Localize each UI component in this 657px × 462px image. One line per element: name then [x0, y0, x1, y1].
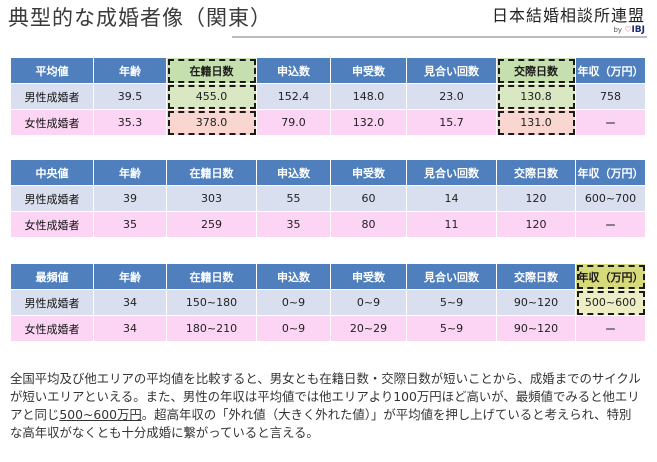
table-header-row: 平均値 年齢 在籍日数 申込数 申受数 見合い回数 交際日数 年収（万円）: [10, 57, 646, 84]
header-dating-days: 交際日数: [496, 263, 576, 290]
table-row: 女性成婚者 35 259 35 80 11 120 ー: [10, 211, 646, 238]
header-applications-received: 申受数: [330, 57, 407, 84]
header-enrolled-days: 在籍日数: [166, 263, 257, 290]
table-cell: 150~180: [166, 289, 257, 316]
table-cell: 120: [496, 211, 576, 238]
table-cell: 14: [406, 185, 497, 212]
row-label-male: 男性成婚者: [10, 289, 94, 316]
header-income: 年収（万円）: [575, 159, 646, 186]
table-cell: 152.4: [256, 83, 331, 110]
header-age: 年齢: [93, 263, 167, 290]
table-cell: 0~9: [256, 289, 331, 316]
table-cell: 34: [93, 315, 167, 342]
table-cell: 90~120: [496, 315, 576, 342]
header-meetings: 見合い回数: [406, 263, 497, 290]
table-cell: 15.7: [406, 109, 497, 136]
table-cell: 455.0: [166, 83, 257, 110]
heart-icon: ♡: [624, 25, 632, 34]
note-text: 。超高年収の「外れ値（大きく外れた値）」が平均値を押し上げていると考えられ、特別…: [10, 407, 632, 440]
table-label: 平均値: [10, 57, 94, 84]
table-cell: 600~700: [575, 185, 646, 212]
table-header-row: 中央値 年齢 在籍日数 申込数 申受数 見合い回数 交際日数 年収（万円）: [10, 159, 646, 186]
average-table: 平均値 年齢 在籍日数 申込数 申受数 見合い回数 交際日数 年収（万円） 男性…: [10, 57, 646, 136]
table-header-row: 最頻値 年齢 在籍日数 申込数 申受数 見合い回数 交際日数 年収（万円）: [10, 263, 646, 290]
table-cell: 35: [93, 211, 167, 238]
table-cell: 5~9: [406, 289, 497, 316]
header-meetings: 見合い回数: [406, 159, 497, 186]
table-cell: 34: [93, 289, 167, 316]
table-cell: 0~9: [256, 315, 331, 342]
table-cell: 79.0: [256, 109, 331, 136]
table-row: 男性成婚者 39.5 455.0 152.4 148.0 23.0 130.8 …: [10, 83, 646, 110]
title-divider: [232, 36, 647, 38]
table-cell: 120: [496, 185, 576, 212]
page-title: 典型的な成婚者像（関東）: [8, 6, 272, 30]
header-applications-received: 申受数: [330, 263, 407, 290]
row-label-male: 男性成婚者: [10, 185, 94, 212]
header-applications-sent: 申込数: [256, 263, 331, 290]
table-cell: 378.0: [166, 109, 257, 136]
table-cell: 0~9: [330, 289, 407, 316]
table-cell: 20~29: [330, 315, 407, 342]
header-applications-received: 申受数: [330, 159, 407, 186]
table-cell: 5~9: [406, 315, 497, 342]
header-dating-days: 交際日数: [496, 57, 576, 84]
header-dating-days: 交際日数: [496, 159, 576, 186]
header-age: 年齢: [93, 57, 167, 84]
mode-table: 最頻値 年齢 在籍日数 申込数 申受数 見合い回数 交際日数 年収（万円） 男性…: [10, 263, 646, 342]
table-cell: 259: [166, 211, 257, 238]
summary-note: 全国平均及び他エリアの平均値を比較すると、男女とも在籍日数・交際日数が短いことか…: [10, 370, 642, 442]
table-cell: 55: [256, 185, 331, 212]
logo-main-text: 日本結婚相談所連盟: [491, 6, 645, 25]
logo-brand: IBJ: [631, 25, 645, 35]
table-cell: 500~600: [575, 289, 646, 316]
header-income: 年収（万円）: [575, 57, 646, 84]
table-label: 最頻値: [10, 263, 94, 290]
header-meetings: 見合い回数: [406, 57, 497, 84]
table-cell: 148.0: [330, 83, 407, 110]
table-cell: ー: [575, 211, 646, 238]
table-cell: 132.0: [330, 109, 407, 136]
header-applications-sent: 申込数: [256, 159, 331, 186]
table-cell: 39.5: [93, 83, 167, 110]
logo-by: by: [613, 26, 623, 34]
table-cell: 39: [93, 185, 167, 212]
table-row: 女性成婚者 35.3 378.0 79.0 132.0 15.7 131.0 ー: [10, 109, 646, 136]
table-cell: 23.0: [406, 83, 497, 110]
row-label-female: 女性成婚者: [10, 109, 94, 136]
median-table: 中央値 年齢 在籍日数 申込数 申受数 見合い回数 交際日数 年収（万円） 男性…: [10, 159, 646, 238]
table-row: 男性成婚者 34 150~180 0~9 0~9 5~9 90~120 500~…: [10, 289, 646, 316]
note-text: 全国平均及び他エリアの平均値を比較すると、男女とも在籍日数・交際日数が短いことか…: [10, 371, 641, 422]
table-row: 男性成婚者 39 303 55 60 14 120 600~700: [10, 185, 646, 212]
table-cell: 90~120: [496, 289, 576, 316]
row-label-female: 女性成婚者: [10, 211, 94, 238]
header-enrolled-days: 在籍日数: [166, 57, 257, 84]
table-cell: 131.0: [496, 109, 576, 136]
header-age: 年齢: [93, 159, 167, 186]
table-cell: ー: [575, 109, 646, 136]
table-row: 女性成婚者 34 180~210 0~9 20~29 5~9 90~120 ー: [10, 315, 646, 342]
table-cell: 80: [330, 211, 407, 238]
ibj-logo: 日本結婚相談所連盟 by ♡IBJ: [455, 2, 645, 35]
table-cell: 35.3: [93, 109, 167, 136]
table-cell: 130.8: [496, 83, 576, 110]
table-cell: ー: [575, 315, 646, 342]
table-cell: 180~210: [166, 315, 257, 342]
table-cell: 758: [575, 83, 646, 110]
header-enrolled-days: 在籍日数: [166, 159, 257, 186]
row-label-female: 女性成婚者: [10, 315, 94, 342]
table-cell: 35: [256, 211, 331, 238]
table-cell: 11: [406, 211, 497, 238]
header-income: 年収（万円）: [575, 263, 646, 290]
table-cell: 303: [166, 185, 257, 212]
row-label-male: 男性成婚者: [10, 83, 94, 110]
header-applications-sent: 申込数: [256, 57, 331, 84]
note-highlight: 500~600万円: [59, 407, 142, 422]
logo-sub: by ♡IBJ: [455, 25, 645, 35]
table-cell: 60: [330, 185, 407, 212]
table-label: 中央値: [10, 159, 94, 186]
